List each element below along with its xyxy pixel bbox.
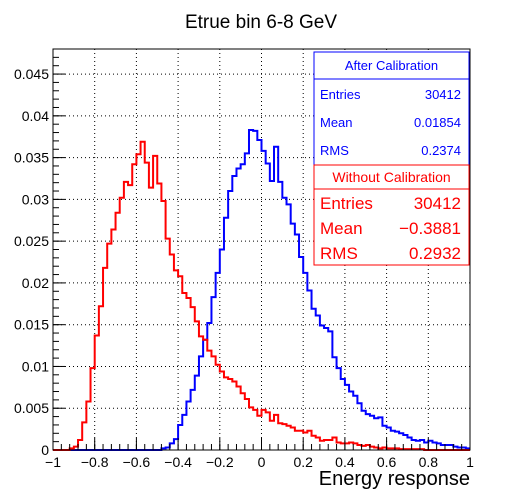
x-axis: −1 −0.8 −0.6 −0.4 −0.2 0 0.2 0.4 0.6 0.8 1 bbox=[45, 438, 474, 470]
stats-after-rms-label: RMS bbox=[320, 143, 349, 158]
stats-after-entries-value: 30412 bbox=[425, 87, 461, 102]
y-tick-label: 0.03 bbox=[22, 191, 49, 207]
stats-without-mean-value: −0.3881 bbox=[399, 219, 461, 238]
y-tick-label: 0.045 bbox=[14, 66, 49, 82]
stats-after-title: After Calibration bbox=[345, 58, 438, 73]
y-tick-label: 0.02 bbox=[22, 275, 49, 291]
x-tick-label: −0.6 bbox=[123, 454, 151, 470]
stats-without-mean-label: Mean bbox=[320, 219, 363, 238]
stats-without-title: Without Calibration bbox=[332, 169, 450, 185]
chart-title: Etrue bin 6-8 GeV bbox=[185, 12, 337, 33]
stats-after-mean-value: 0.01854 bbox=[414, 115, 461, 130]
stats-box-without-frame bbox=[313, 164, 470, 266]
x-tick-label: 0.2 bbox=[293, 454, 313, 470]
x-axis-label: Energy response bbox=[319, 468, 470, 490]
y-tick-label: 0.04 bbox=[22, 108, 49, 124]
y-tick-label: 0.015 bbox=[14, 317, 49, 333]
stats-without-rms-label: RMS bbox=[320, 244, 358, 263]
x-tick-label: 0.8 bbox=[419, 454, 439, 470]
histogram-series-after-calibration bbox=[53, 129, 470, 451]
x-tick-label: 0.6 bbox=[377, 454, 397, 470]
y-tick-label: 0.035 bbox=[14, 150, 49, 166]
x-tick-label: 0 bbox=[258, 454, 266, 470]
histogram-series-without-calibration bbox=[53, 140, 470, 451]
stats-after-mean-label: Mean bbox=[320, 115, 353, 130]
stats-box-after-calibration: After Calibration Entries 30412 Mean 0.0… bbox=[313, 51, 470, 166]
y-tick-label: 0 bbox=[41, 442, 49, 458]
plot-series bbox=[53, 129, 470, 451]
x-tick-label: −0.2 bbox=[206, 454, 234, 470]
stats-without-entries-value: 30412 bbox=[414, 194, 461, 213]
y-tick-label: 0.005 bbox=[14, 400, 49, 416]
stats-without-rms-value: 0.2932 bbox=[409, 244, 461, 263]
stats-after-entries-label: Entries bbox=[320, 87, 361, 102]
y-tick-label: 0.025 bbox=[14, 233, 49, 249]
x-tick-label: −1 bbox=[45, 454, 61, 470]
x-tick-label: −0.4 bbox=[164, 454, 192, 470]
stats-without-entries-label: Entries bbox=[320, 194, 373, 213]
y-tick-label: 0.01 bbox=[22, 358, 49, 374]
x-tick-label: −0.8 bbox=[81, 454, 109, 470]
x-tick-label: 1 bbox=[466, 454, 474, 470]
stats-after-rms-value: 0.2374 bbox=[421, 143, 461, 158]
y-axis: 0 0.005 0.01 0.015 0.02 0.025 0.03 0.035 0.04 0.0… bbox=[14, 48, 65, 458]
stats-box-without-calibration: Without Calibration Entries 30412 Mean −… bbox=[313, 164, 470, 266]
x-tick-label: 0.4 bbox=[335, 454, 355, 470]
